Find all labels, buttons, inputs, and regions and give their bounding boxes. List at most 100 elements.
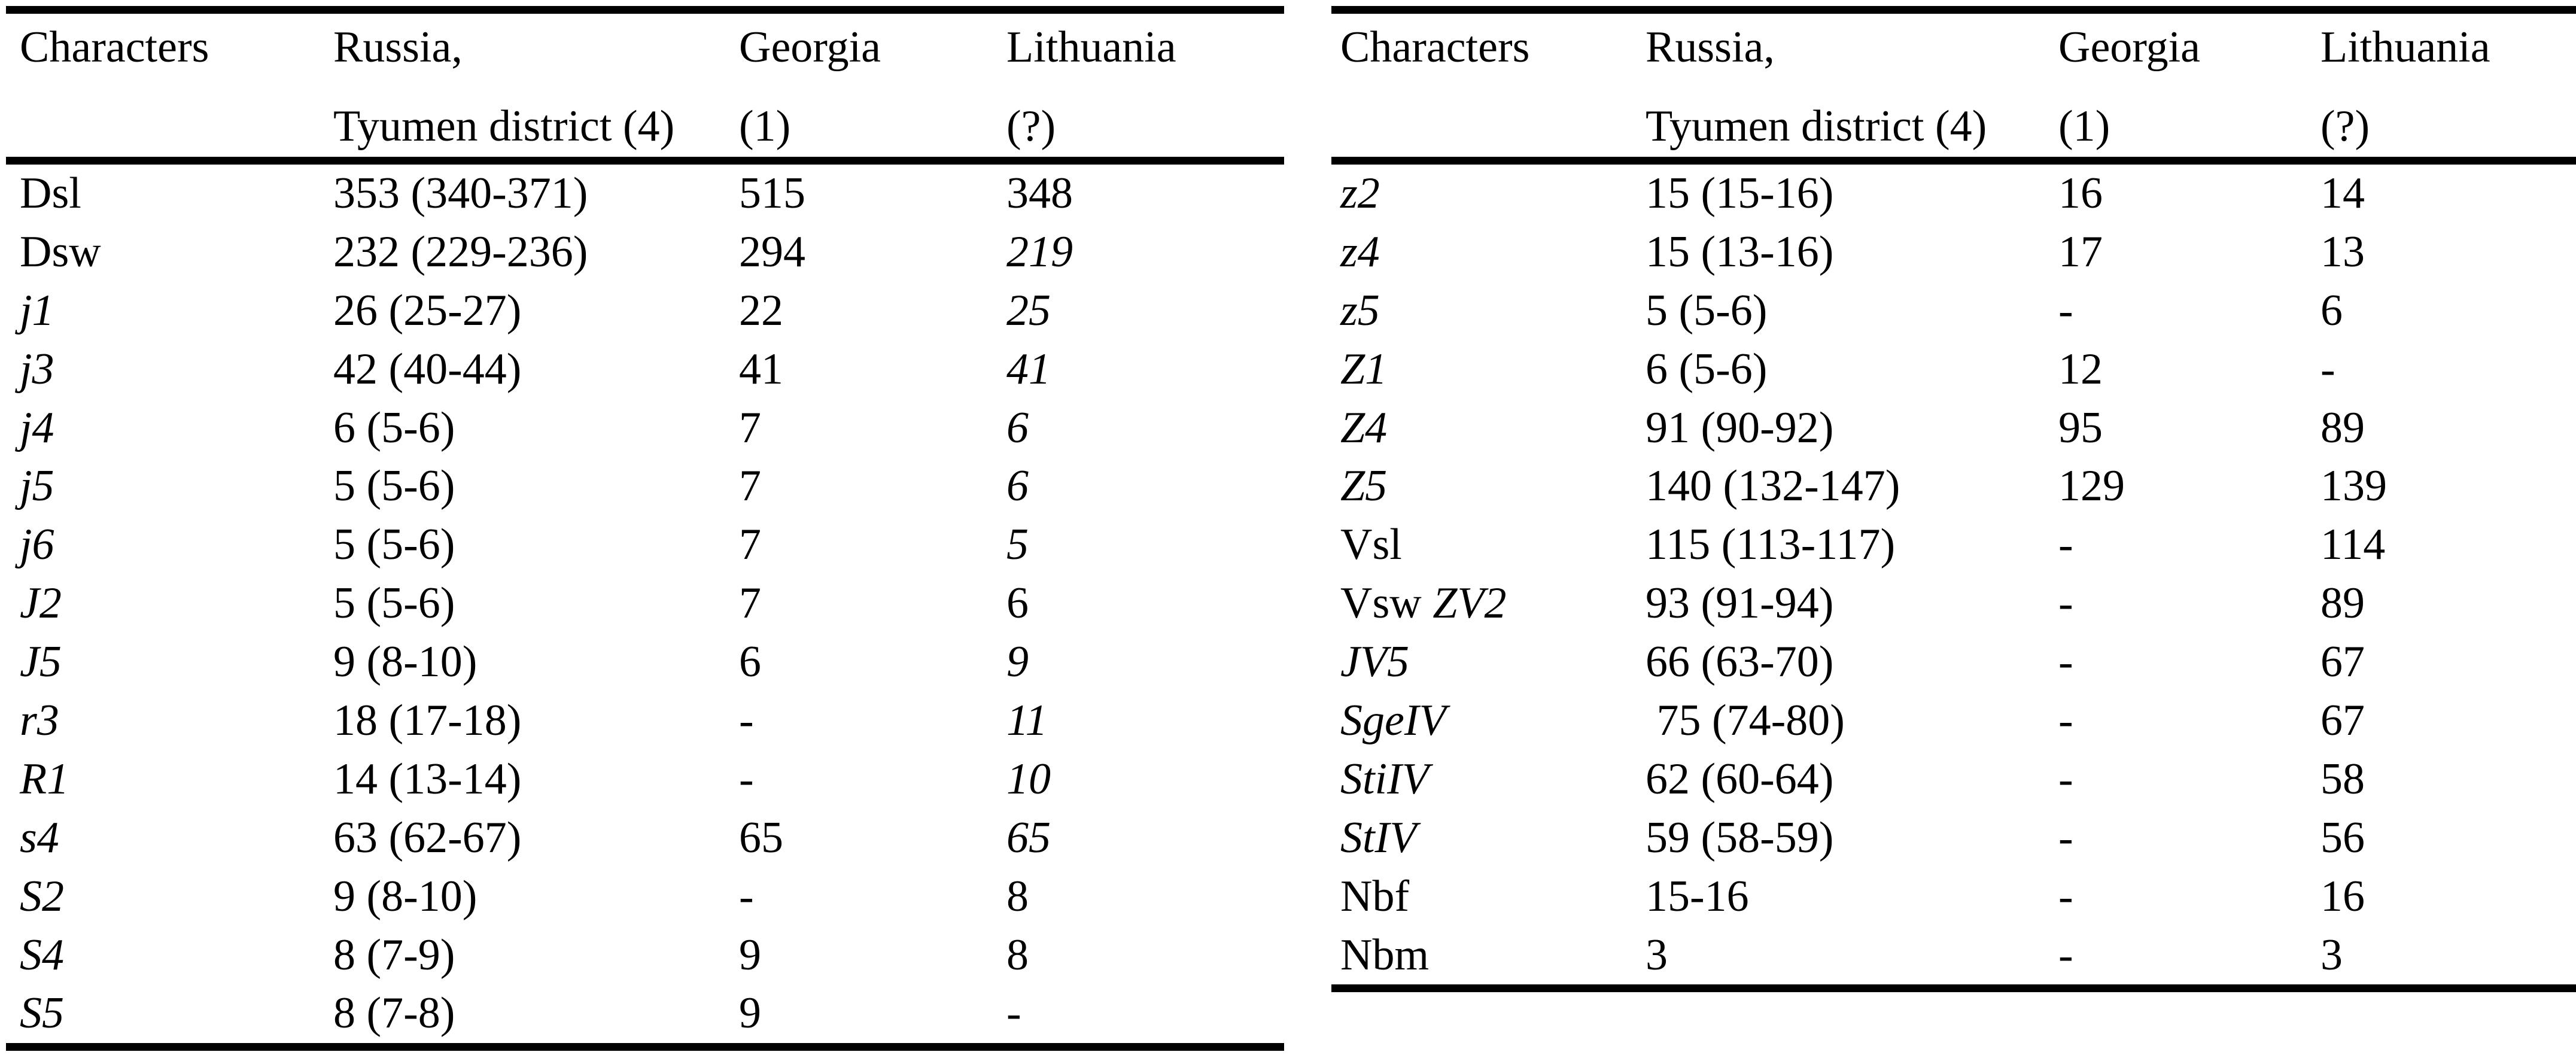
lithuania-value: 114 <box>2320 520 2386 570</box>
header-col-lithuania: Lithuania (?) <box>1006 14 1284 160</box>
lithuania-value: 13 <box>2320 227 2365 276</box>
character-name: Nbm <box>1340 926 1646 985</box>
character-name-part: Vsw <box>1340 579 1433 628</box>
georgia-value: 7 <box>739 520 761 570</box>
header-col-georgia: Georgia (1) <box>739 14 1006 160</box>
character-name-part: ZV2 <box>1433 579 1507 628</box>
russia-value: 8 (7-9) <box>333 930 455 980</box>
russia-value: 91 (90-92) <box>1646 403 1834 452</box>
character-name-part: Nbm <box>1340 930 1429 980</box>
character-name-part: s4 <box>20 813 59 862</box>
table-row: Nbf 15-16 - 16 <box>1331 868 2576 926</box>
georgia-value: - <box>739 871 754 921</box>
russia-value: 59 (58-59) <box>1646 813 1834 862</box>
table-row: Vsl 115 (113-117) - 114 <box>1331 516 2576 574</box>
georgia-value: 294 <box>739 227 805 276</box>
character-name: Z5 <box>1340 457 1646 516</box>
column-header-line2: Tyumen district (4) <box>1646 102 1987 151</box>
character-name-part: r3 <box>20 696 59 746</box>
table-row: Z5 140 (132-147) 129 139 <box>1331 457 2576 516</box>
russia-value: 6 (5-6) <box>333 403 455 452</box>
header-col-characters: Characters <box>1340 14 1646 160</box>
character-name: j5 <box>20 457 333 516</box>
header-col-russia: Russia, Tyumen district (4) <box>333 14 739 160</box>
georgia-value: 7 <box>739 403 761 452</box>
table-row: Z1 6 (5-6) 12 - <box>1331 340 2576 399</box>
character-name-part: StiIV <box>1340 754 1429 804</box>
character-name: Vsw ZV2 <box>1340 574 1646 633</box>
georgia-value: - <box>2058 930 2073 980</box>
table-row: z4 15 (13-16) 17 13 <box>1331 223 2576 282</box>
character-name: j4 <box>20 399 333 458</box>
character-name-part: Vsl <box>1340 520 1402 570</box>
russia-value: 8 (7-8) <box>333 989 455 1038</box>
table-row: JV5 66 (63-70) - 67 <box>1331 633 2576 692</box>
character-name-part: Z5 <box>1340 461 1388 511</box>
character-name-part: j4 <box>20 403 54 452</box>
georgia-value: 16 <box>2058 169 2103 218</box>
character-name-part: S4 <box>20 930 64 980</box>
lithuania-value: 67 <box>2320 696 2365 746</box>
character-name-part: z2 <box>1340 169 1380 218</box>
table-row: Z4 91 (90-92) 95 89 <box>1331 399 2576 458</box>
table-row: SgeIV 75 (74-80) - 67 <box>1331 692 2576 750</box>
table-row: R1 14 (13-14) - 10 <box>6 750 1284 809</box>
character-name-part: z5 <box>1340 285 1380 335</box>
lithuania-value: 58 <box>2320 754 2365 804</box>
table-row: j3 42 (40-44) 41 41 <box>6 340 1284 399</box>
georgia-value: - <box>2058 637 2073 687</box>
characters-table-right: Characters Russia, Tyumen district (4) G… <box>1331 6 2576 993</box>
table-body: Dsl 353 (340-371) 515 348 Dsw 232 (229-236) 29… <box>6 165 1284 1043</box>
russia-value: 15 (15-16) <box>1646 169 1834 218</box>
georgia-value: 17 <box>2058 227 2103 276</box>
georgia-value: - <box>2058 696 2073 746</box>
character-name-part: S2 <box>20 871 64 921</box>
georgia-value: - <box>739 696 754 746</box>
character-name: Z4 <box>1340 399 1646 458</box>
character-name-part: Dsw <box>20 227 101 276</box>
table-row: j4 6 (5-6) 7 6 <box>6 399 1284 458</box>
column-header: Georgia <box>2058 23 2200 72</box>
character-name: SgeIV <box>1340 692 1646 750</box>
table-row: Dsl 353 (340-371) 515 348 <box>6 165 1284 223</box>
table-row: StiIV 62 (60-64) - 58 <box>1331 750 2576 809</box>
table-row: J5 9 (8-10) 6 9 <box>6 633 1284 692</box>
russia-value: 26 (25-27) <box>333 285 522 335</box>
table-row: z2 15 (15-16) 16 14 <box>1331 165 2576 223</box>
character-name-part: R1 <box>20 754 69 804</box>
header-rule <box>1331 157 2576 165</box>
russia-value: 66 (63-70) <box>1646 637 1834 687</box>
georgia-value: 6 <box>739 637 761 687</box>
character-name: z2 <box>1340 165 1646 223</box>
character-name-part: j6 <box>20 520 54 570</box>
russia-value: 5 (5-6) <box>333 461 455 511</box>
column-header-line2: Tyumen district (4) <box>333 102 675 151</box>
lithuania-value: 65 <box>1006 813 1051 862</box>
georgia-value: 9 <box>739 989 761 1038</box>
lithuania-value: 139 <box>2320 461 2387 511</box>
lithuania-value: 89 <box>2320 403 2365 452</box>
character-name: j1 <box>20 282 333 340</box>
russia-value: 15-16 <box>1646 871 1749 921</box>
bottom-rule <box>1331 984 2576 993</box>
character-name: Vsl <box>1340 516 1646 574</box>
lithuania-value: 11 <box>1006 696 1048 746</box>
lithuania-value: 89 <box>2320 579 2365 628</box>
lithuania-value: - <box>2320 344 2335 394</box>
russia-value: 5 (5-6) <box>1646 285 1768 335</box>
column-header: Russia, <box>333 23 463 72</box>
header-col-characters: Characters <box>20 14 333 160</box>
table-row: r3 18 (17-18) - 11 <box>6 692 1284 750</box>
georgia-value: 41 <box>739 344 783 394</box>
lithuania-value: 25 <box>1006 285 1051 335</box>
russia-value: 18 (17-18) <box>333 696 522 746</box>
lithuania-value: 5 <box>1006 520 1029 570</box>
character-name: S4 <box>20 926 333 985</box>
lithuania-value: 16 <box>2320 871 2365 921</box>
character-name-part: JV5 <box>1340 637 1410 687</box>
lithuania-value: 348 <box>1006 169 1073 218</box>
character-name-part: Z1 <box>1340 344 1388 394</box>
lithuania-value: 41 <box>1006 344 1051 394</box>
table-row: s4 63 (62-67) 65 65 <box>6 809 1284 868</box>
russia-value: 75 (74-80) <box>1646 696 1845 746</box>
